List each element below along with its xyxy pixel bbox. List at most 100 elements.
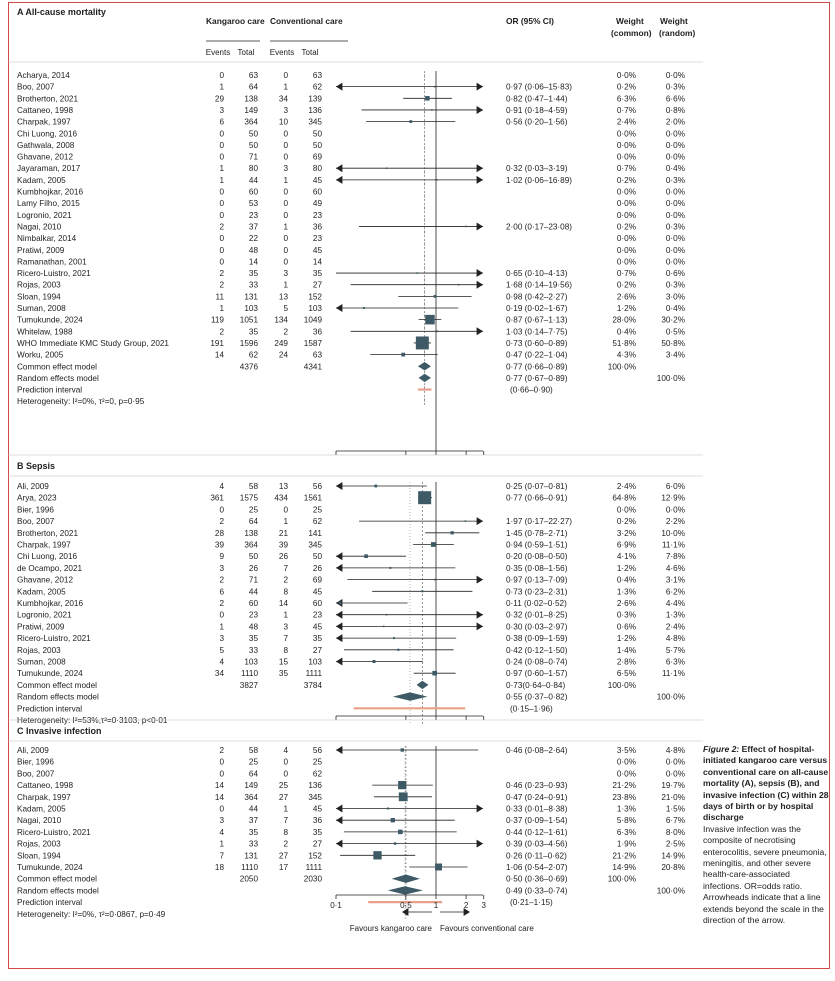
panel-b-row-15-weight-common: 2·8% bbox=[617, 658, 636, 667]
panel-b-row-3-kc-events: 2 bbox=[219, 517, 224, 526]
panel-a-row-2-kc-total: 138 bbox=[244, 94, 258, 103]
panel-a-row-8-study: Jayaraman, 2017 bbox=[17, 164, 81, 173]
panel-b-row-3-weight-random: 2·2% bbox=[666, 517, 685, 526]
panel-b-row-4-weight-common: 3·2% bbox=[617, 529, 636, 538]
panel-b-row-2-weight-common: 0·0% bbox=[617, 505, 636, 514]
panel-c-common-or: 0·50 (0·36–0·69) bbox=[506, 875, 568, 884]
panel-a-heterogeneity: Heterogeneity: I²=0%, τ²=0, p=0·95 bbox=[17, 397, 145, 406]
panel-c-row-8-weight-common: 1·9% bbox=[617, 840, 636, 849]
panel-a-row-10-study: Kumbhojkar, 2016 bbox=[17, 188, 83, 197]
panel-b-row-6-point bbox=[364, 554, 368, 559]
panel-b-row-8-cc-total: 69 bbox=[313, 576, 323, 585]
panel-a-row-22-kc-total: 35 bbox=[249, 327, 259, 336]
panel-a-row-0-weight-common: 0·0% bbox=[617, 71, 636, 80]
panel-c-row-8-kc-events: 1 bbox=[219, 840, 224, 849]
panel-a-row-18-weight-common: 0·2% bbox=[617, 281, 636, 290]
panel-a-row-19-cc-events: 13 bbox=[279, 292, 289, 301]
panel-b-row-15-kc-total: 103 bbox=[244, 658, 258, 667]
favours-right-arrow-head bbox=[463, 908, 470, 916]
panel-a-row-2-cc-total: 139 bbox=[308, 94, 322, 103]
panel-a-row-21-cc-total: 1049 bbox=[304, 316, 323, 325]
panel-c-row-6-study: Nagai, 2010 bbox=[17, 816, 62, 825]
panel-a-row-22-kc-events: 2 bbox=[219, 327, 224, 336]
panel-b-row-9-point bbox=[421, 590, 424, 593]
panel-a-row-18-cc-events: 1 bbox=[283, 281, 288, 290]
panel-b-row-11-study: Logronio, 2021 bbox=[17, 611, 72, 620]
panel-b-row-5-or: 0·94 (0·59–1·51) bbox=[506, 541, 568, 550]
panel-b-common-cc-total: 3784 bbox=[304, 681, 323, 690]
panel-a-row-22-point bbox=[436, 330, 439, 333]
panel-c-row-7-weight-common: 6·3% bbox=[617, 828, 636, 837]
panel-c-row-2-cc-events: 0 bbox=[283, 769, 288, 778]
panel-a-row-22-weight-common: 0·4% bbox=[617, 327, 636, 336]
panel-c-row-4-weight-common: 23·8% bbox=[612, 793, 636, 802]
panel-a-row-24-or: 0·47 (0·22–1·04) bbox=[506, 351, 568, 360]
panel-c-row-0-cc-events: 4 bbox=[283, 746, 288, 755]
panel-c-row-4-kc-total: 364 bbox=[244, 793, 258, 802]
panel-b-row-4-or: 1·45 (0·78–2·71) bbox=[506, 529, 568, 538]
panel-c-row-9-cc-total: 152 bbox=[308, 851, 322, 860]
favours-conventional-label: Favours conventional care bbox=[440, 924, 534, 933]
panel-a-row-8-point bbox=[385, 167, 388, 169]
panel-a-row-7-kc-total: 71 bbox=[249, 153, 259, 162]
panel-a-row-7-cc-total: 69 bbox=[313, 153, 323, 162]
panel-c-row-0-kc-total: 58 bbox=[249, 746, 259, 755]
panel-a-row-20-weight-common: 1·2% bbox=[617, 304, 636, 313]
panel-c-row-6-cc-events: 7 bbox=[283, 816, 288, 825]
panel-c-row-8-study: Rojas, 2003 bbox=[17, 840, 61, 849]
panel-b-row-0-point bbox=[374, 484, 378, 488]
panel-b-row-11-weight-random: 1·3% bbox=[666, 611, 685, 620]
panel-b-row-15-cc-events: 15 bbox=[279, 658, 289, 667]
panel-c-row-0-point bbox=[400, 748, 404, 752]
panel-b-row-6-ci-arrow-left bbox=[336, 552, 343, 561]
panel-a-row-10-kc-total: 60 bbox=[249, 188, 259, 197]
panel-b-row-12-cc-total: 45 bbox=[313, 622, 323, 631]
panel-c-row-5-study: Kadam, 2005 bbox=[17, 805, 66, 814]
panel-a-row-18-kc-total: 33 bbox=[249, 281, 259, 290]
panel-b-row-7-point bbox=[389, 566, 392, 569]
panel-b-common-weight: 100·0% bbox=[608, 681, 636, 690]
panel-c-row-3-point bbox=[398, 780, 407, 790]
panel-b-row-15-point bbox=[372, 659, 376, 664]
panel-b-row-8-weight-random: 3·1% bbox=[666, 576, 685, 585]
figure-frame bbox=[8, 2, 830, 969]
panel-c-row-6-or: 0·37 (0·09–1·54) bbox=[506, 816, 568, 825]
panel-c-row-8-cc-events: 2 bbox=[283, 840, 288, 849]
panel-a-row-12-weight-random: 0·0% bbox=[666, 211, 685, 220]
panel-b-row-1-cc-total: 1561 bbox=[304, 494, 323, 503]
panel-b-row-13-or: 0·38 (0·09–1·59) bbox=[506, 634, 568, 643]
panel-b-row-12-study: Pratiwi, 2009 bbox=[17, 622, 65, 631]
panel-b-row-14-study: Rojas, 2003 bbox=[17, 646, 61, 655]
panel-b-row-14-kc-total: 33 bbox=[249, 646, 259, 655]
panel-b-row-7-weight-random: 4·6% bbox=[666, 564, 685, 573]
panel-b-row-11-kc-events: 0 bbox=[219, 611, 224, 620]
panel-c-row-7-cc-events: 8 bbox=[283, 828, 288, 837]
panel-a-row-7-kc-events: 0 bbox=[219, 153, 224, 162]
panel-a-row-13-weight-common: 0·2% bbox=[617, 222, 636, 231]
panel-a-row-17-study: Ricero-Luistro, 2021 bbox=[17, 269, 91, 278]
panel-a-row-3-kc-total: 149 bbox=[244, 106, 258, 115]
panel-b-row-7-or: 0·35 (0·08–1·56) bbox=[506, 564, 568, 573]
panel-c-row-9-weight-common: 21·2% bbox=[612, 851, 636, 860]
panel-a-row-16-kc-total: 14 bbox=[249, 257, 259, 266]
panel-b-row-8-ci-arrow-right bbox=[476, 575, 483, 584]
panel-b-row-0-kc-total: 58 bbox=[249, 482, 259, 491]
panel-a-row-6-weight-random: 0·0% bbox=[666, 141, 685, 150]
panel-a-row-22-or: 1·03 (0·14–7·75) bbox=[506, 327, 568, 336]
panel-a-row-5-study: Chi Luong, 2016 bbox=[17, 129, 78, 138]
panel-b-row-1-weight-common: 64·8% bbox=[612, 494, 636, 503]
panel-b-row-10-weight-common: 2·6% bbox=[617, 599, 636, 608]
panel-b-row-12-cc-events: 3 bbox=[283, 622, 288, 631]
panel-a-common-label: Common effect model bbox=[17, 362, 97, 371]
panel-b-row-8-kc-events: 2 bbox=[219, 576, 224, 585]
panel-a-row-17-cc-events: 3 bbox=[283, 269, 288, 278]
panel-a-row-18-weight-random: 0·3% bbox=[666, 281, 685, 290]
panel-a-row-0-study: Acharya, 2014 bbox=[17, 71, 70, 80]
panel-b-row-5-weight-common: 6·9% bbox=[617, 541, 636, 550]
panel-b-random-label: Random effects model bbox=[17, 693, 99, 702]
panel-a-row-15-weight-random: 0·0% bbox=[666, 246, 685, 255]
panel-a-row-0-cc-events: 0 bbox=[283, 71, 288, 80]
panel-c-row-9-point bbox=[373, 851, 382, 860]
caption-body: Invasive infection was the composite of … bbox=[703, 823, 827, 926]
panel-b-row-3-ci-arrow-right bbox=[476, 517, 483, 526]
